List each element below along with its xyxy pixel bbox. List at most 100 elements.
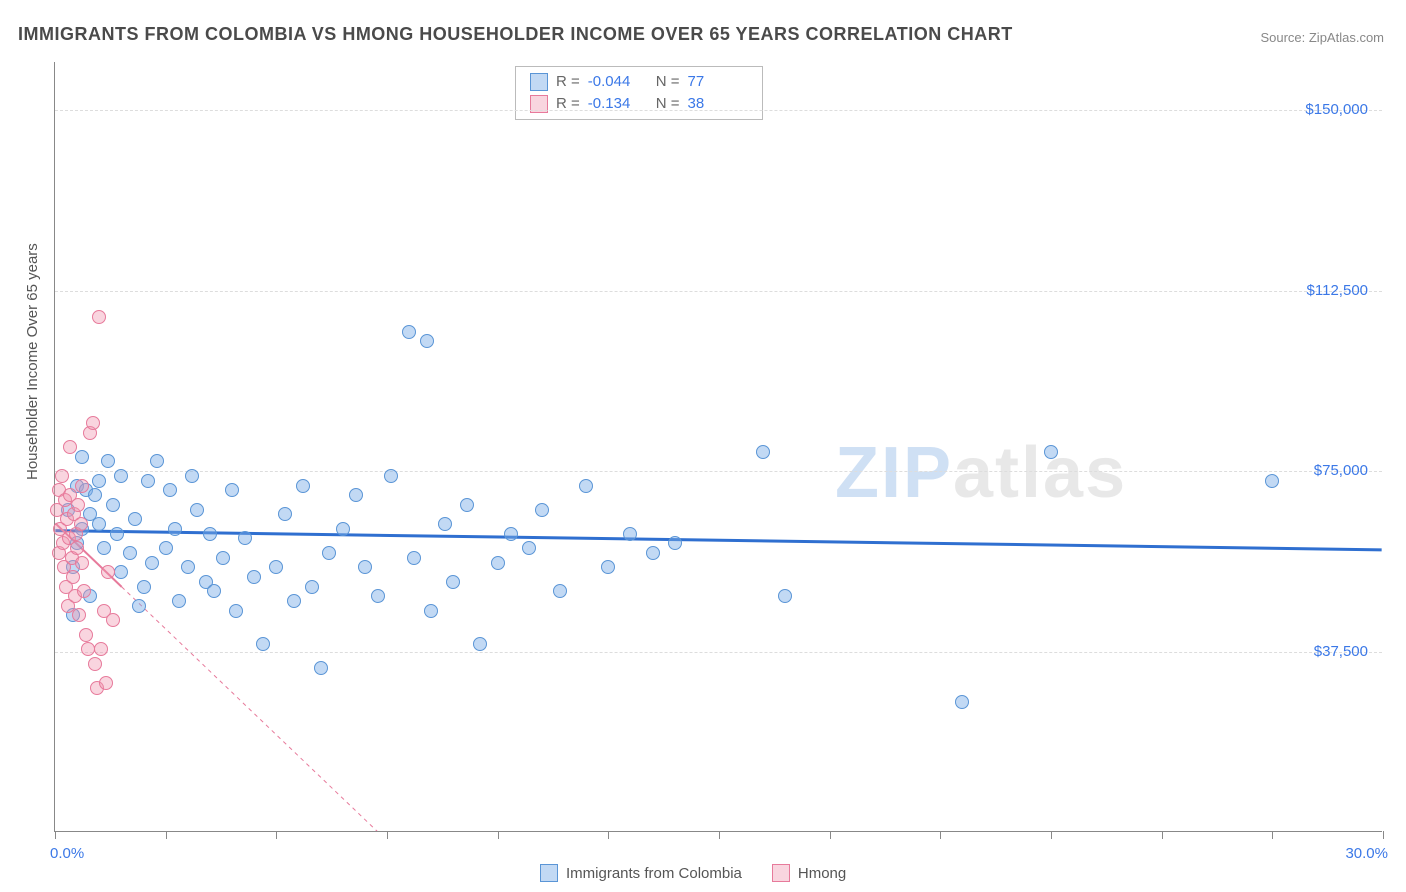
data-point <box>623 527 637 541</box>
data-point <box>159 541 173 555</box>
x-tick <box>387 831 388 839</box>
data-point <box>101 565 115 579</box>
data-point <box>81 642 95 656</box>
r-value: -0.134 <box>588 93 648 115</box>
data-point <box>402 325 416 339</box>
y-tick-label: $112,500 <box>1307 282 1368 299</box>
data-point <box>181 560 195 574</box>
data-point <box>384 469 398 483</box>
data-point <box>74 517 88 531</box>
data-point <box>305 580 319 594</box>
x-tick <box>55 831 56 839</box>
data-point <box>225 483 239 497</box>
swatch-pink <box>772 864 790 882</box>
x-tick <box>1051 831 1052 839</box>
data-point <box>756 445 770 459</box>
data-point <box>420 334 434 348</box>
y-axis-label: Householder Income Over 65 years <box>24 243 41 480</box>
data-point <box>163 483 177 497</box>
data-point <box>269 560 283 574</box>
legend-item-colombia: Immigrants from Colombia <box>540 864 742 882</box>
data-point <box>141 474 155 488</box>
n-label: N = <box>656 93 680 115</box>
legend-row-hmong: R = -0.134 N = 38 <box>530 93 748 115</box>
source-attribution: Source: ZipAtlas.com <box>1260 30 1384 45</box>
legend-row-colombia: R = -0.044 N = 77 <box>530 71 748 93</box>
r-label: R = <box>556 71 580 93</box>
data-point <box>778 589 792 603</box>
data-point <box>278 507 292 521</box>
data-point <box>92 517 106 531</box>
data-point <box>424 604 438 618</box>
data-point <box>504 527 518 541</box>
data-point <box>75 479 89 493</box>
data-point <box>132 599 146 613</box>
data-point <box>522 541 536 555</box>
x-tick <box>1383 831 1384 839</box>
legend-label: Hmong <box>798 865 846 882</box>
data-point <box>168 522 182 536</box>
data-point <box>553 584 567 598</box>
data-point <box>460 498 474 512</box>
data-point <box>75 556 89 570</box>
data-point <box>172 594 186 608</box>
x-tick <box>608 831 609 839</box>
r-value: -0.044 <box>588 71 648 93</box>
data-point <box>150 454 164 468</box>
data-point <box>473 637 487 651</box>
data-point <box>88 488 102 502</box>
y-tick-label: $37,500 <box>1314 643 1368 660</box>
data-point <box>106 498 120 512</box>
data-point <box>535 503 549 517</box>
data-point <box>646 546 660 560</box>
data-point <box>296 479 310 493</box>
data-point <box>579 479 593 493</box>
data-point <box>190 503 204 517</box>
x-tick <box>276 831 277 839</box>
y-tick-label: $75,000 <box>1314 462 1368 479</box>
data-point <box>92 474 106 488</box>
data-point <box>92 310 106 324</box>
data-point <box>114 565 128 579</box>
data-point <box>70 541 84 555</box>
data-point <box>71 498 85 512</box>
data-point <box>601 560 615 574</box>
data-point <box>1265 474 1279 488</box>
trend-lines-layer <box>55 62 1382 831</box>
series-legend: Immigrants from Colombia Hmong <box>540 864 846 882</box>
data-point <box>137 580 151 594</box>
x-tick <box>1272 831 1273 839</box>
data-point <box>79 628 93 642</box>
data-point <box>229 604 243 618</box>
gridline <box>55 110 1382 111</box>
x-tick <box>498 831 499 839</box>
data-point <box>407 551 421 565</box>
data-point <box>86 416 100 430</box>
data-point <box>72 608 86 622</box>
data-point <box>314 661 328 675</box>
x-tick <box>1162 831 1163 839</box>
data-point <box>336 522 350 536</box>
gridline <box>55 652 1382 653</box>
data-point <box>491 556 505 570</box>
data-point <box>123 546 137 560</box>
x-tick <box>830 831 831 839</box>
data-point <box>438 517 452 531</box>
x-tick <box>166 831 167 839</box>
data-point <box>207 584 221 598</box>
swatch-blue <box>530 73 548 91</box>
data-point <box>185 469 199 483</box>
data-point <box>955 695 969 709</box>
data-point <box>55 469 69 483</box>
x-tick <box>719 831 720 839</box>
data-point <box>1044 445 1058 459</box>
data-point <box>128 512 142 526</box>
n-value: 77 <box>688 71 748 93</box>
n-value: 38 <box>688 93 748 115</box>
correlation-legend: R = -0.044 N = 77 R = -0.134 N = 38 <box>515 66 763 120</box>
x-tick <box>940 831 941 839</box>
data-point <box>99 676 113 690</box>
n-label: N = <box>656 71 680 93</box>
swatch-blue <box>540 864 558 882</box>
gridline <box>55 471 1382 472</box>
